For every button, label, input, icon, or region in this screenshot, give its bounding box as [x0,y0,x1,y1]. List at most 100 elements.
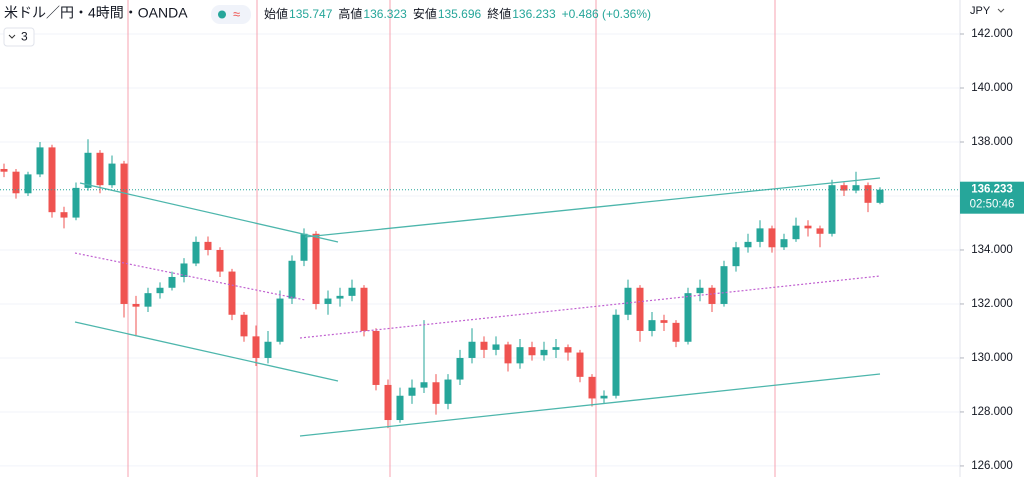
currency-chevron [997,8,1005,13]
y-tick-label: 134.000 [971,244,1013,256]
grid-layer [0,0,960,477]
candle-body [312,233,320,304]
candle-body [648,320,656,331]
readout-part: +0.486 (+0.36%) [562,7,651,21]
session-lines [127,0,776,477]
y-tick-label: 126.000 [971,460,1013,472]
candle-body [144,293,152,307]
candle-body [72,187,80,218]
candle-body [132,303,140,307]
readout-part: 136.233 [512,7,556,21]
candles [0,139,884,429]
candle-body [324,298,332,304]
candle-body [228,271,236,315]
chart-title: 米ドル／円・4時間・OANDA [4,5,188,21]
candle-body [60,212,68,218]
candle-body [252,336,260,358]
candle-body [708,287,716,304]
candle-body [108,163,116,186]
status-pill[interactable] [211,5,251,24]
candle-body [48,147,56,213]
status-dot [218,10,226,19]
y-tick-label: 138.000 [971,136,1013,148]
candle-body [612,314,620,396]
readout-part: 終値 [487,6,511,21]
candle-body [816,228,824,234]
candle-body [444,379,452,404]
candle-body [624,287,632,315]
candle-body [636,287,644,331]
candle-body [828,185,836,234]
candle-body [420,382,428,388]
candle-body [384,384,392,421]
candle-body [840,185,848,191]
candle-body [732,247,740,267]
readout-part: 135.747 [289,7,333,21]
candle-body [876,189,884,203]
candle-body [96,152,104,186]
candle-body [852,185,860,191]
candle-body [768,228,776,248]
candle-body [264,341,272,358]
candle-body [288,260,296,299]
countdown: 02:50:46 [970,199,1015,211]
candle-body [192,241,200,264]
y-tick-label: 142.000 [971,28,1013,40]
trend-line [74,321,339,382]
y-tick-label: 140.000 [971,82,1013,94]
candle-body [696,287,704,294]
mid-line [299,275,881,339]
candle-body [528,347,536,356]
mid-lines [74,252,881,339]
readout-part: 135.696 [438,7,482,21]
candle-body [516,347,524,364]
y-tick-label: 128.000 [971,406,1013,418]
candle-body [180,263,188,277]
candle-body [372,330,380,385]
indicator-toggle[interactable] [3,27,35,47]
candle-body [684,293,692,342]
y-tick-label: 130.000 [971,352,1013,364]
readout-part: 高値 [338,6,362,21]
toggle-chevron [8,34,16,39]
candle-body [456,357,464,380]
candle-body [360,287,368,331]
candle-body [564,347,572,353]
indicator-count: 3 [21,30,28,44]
readout-part: 始値 [264,6,288,21]
candle-body [576,352,584,377]
candle-body [780,239,788,248]
currency[interactable]: JPY [970,5,991,17]
header: 米ドル／円・4時間・OANDA ≈ 始値135.747 高値136.323 安値13… [4,5,651,24]
candle-body [792,225,800,240]
candle-body [720,266,728,304]
candle-body [504,344,512,364]
trend-line [304,177,881,238]
trend-line [79,182,339,243]
candle-body [156,287,164,294]
mid-line [74,252,306,301]
candle-body [276,298,284,342]
candle-body [348,287,356,296]
readout-part: 安値 [413,6,437,21]
candle-body [36,147,44,175]
candle-body [12,171,20,194]
candle-body [672,322,680,342]
last-price-box [960,181,1024,214]
candle-body [492,344,500,350]
candle-body [204,241,212,250]
candle-body [84,152,92,188]
candle-body [408,387,416,396]
candle-body [336,295,344,299]
trend-lines [74,177,881,437]
trend-line [299,373,881,437]
candle-body [432,382,440,404]
candle-body [660,320,668,323]
candle-body [588,376,596,399]
candle-body [0,168,8,172]
candle-body [756,228,764,242]
candle-body [540,349,548,356]
candle-body [552,347,560,350]
candle-body [240,314,248,337]
